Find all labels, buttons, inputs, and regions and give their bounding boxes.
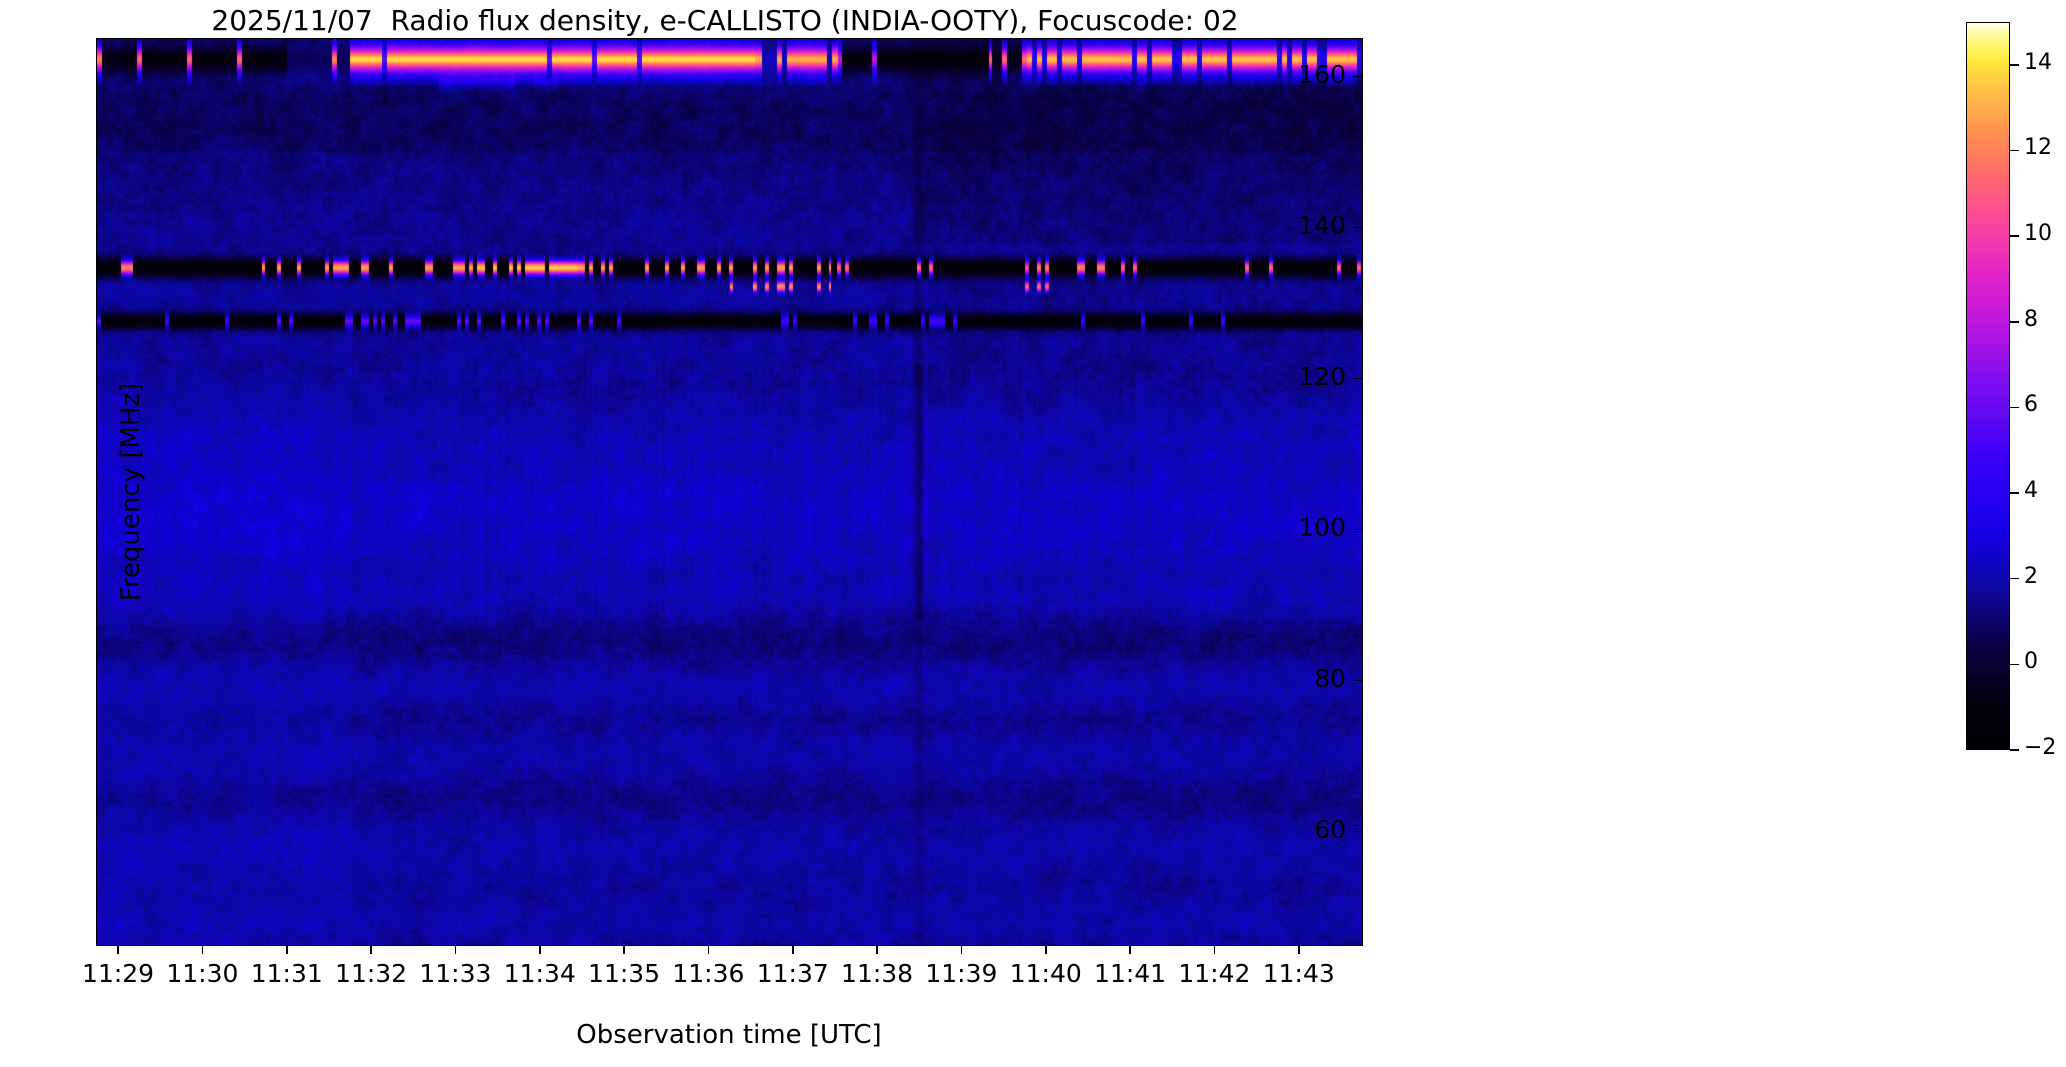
y-tick-mark [1353,830,1362,833]
y-tick-mark [1353,377,1362,380]
x-tick-label: 11:42 [1178,959,1251,988]
colorbar-tick-label: −2 [2024,735,2057,760]
y-tick-label: 60 [1314,814,1346,844]
colorbar-tick-label: 2 [2024,563,2038,589]
colorbar: 14 12 10 8 6 4 2 0 −2 [1966,22,2056,760]
x-tick-mark [707,945,710,954]
y-axis-label: Frequency [MHz] [116,382,146,602]
colorbar-tick-mark [2010,321,2019,323]
x-tick-label: 11:40 [1009,959,1082,988]
x-tick-mark [454,945,457,954]
x-tick-mark [117,945,119,954]
x-tick-mark [960,945,963,954]
y-tick-label: 100 [1298,512,1346,542]
colorbar-tick-mark [2010,663,2019,666]
colorbar-tick-mark [2010,492,2019,494]
colorbar-tick-mark [2010,149,2019,152]
y-tick-mark [1353,528,1362,531]
x-tick-label: 11:43 [1262,959,1335,988]
colorbar-tick-label: 10 [2024,221,2052,247]
x-tick-mark [623,945,625,954]
spectrogram-canvas [97,39,1362,945]
x-tick-label: 11:29 [82,959,155,988]
x-tick-mark [1298,945,1300,954]
x-tick-label: 11:39 [925,959,998,988]
colorbar-tick-label: 12 [2024,135,2052,161]
x-tick-label: 11:31 [250,959,323,988]
colorbar-tick-mark [2010,235,2019,237]
colorbar-tick-label: 8 [2024,306,2038,332]
colorbar-tick-label: 4 [2024,478,2038,504]
x-axis-label: Observation time [UTC] [576,1020,882,1050]
colorbar-tick-label: 0 [2024,649,2038,675]
x-tick-label: 11:33 [419,959,492,988]
spectrogram-plot-area: Frequency [MHz] 160 140 120 100 80 60 11:29 11… [82,38,1363,988]
x-tick-label: 11:41 [1094,959,1167,988]
colorbar-tick-mark [2010,406,2019,409]
x-tick-label: 11:38 [841,959,914,988]
y-tick-label: 140 [1298,210,1346,240]
colorbar-tick-mark [2010,64,2019,66]
x-tick-label: 11:34 [503,959,576,988]
y-tick-mark [1353,226,1362,229]
colorbar-tick-label: 6 [2024,392,2038,418]
x-tick-mark [1129,945,1131,954]
x-tick-label: 11:35 [588,959,661,988]
colorbar-tick-label: 14 [2024,49,2052,75]
x-tick-mark [792,945,794,954]
y-tick-label: 120 [1298,361,1346,391]
x-tick-mark [539,945,541,954]
x-tick-label: 11:30 [166,959,239,988]
x-tick-mark [876,945,878,954]
x-tick-label: 11:37 [756,959,829,988]
y-tick-mark [1353,75,1362,78]
y-tick-mark [1353,679,1362,682]
x-tick-label: 11:32 [335,959,408,988]
x-tick-mark [1045,945,1047,954]
x-tick-label: 11:36 [672,959,745,988]
colorbar-tick-mark [2010,577,2019,580]
colorbar-tick-mark [2010,749,2019,751]
x-tick-mark [370,945,372,954]
x-tick-mark [201,945,204,954]
x-tick-mark [1213,945,1216,954]
y-tick-label: 80 [1314,663,1346,693]
colorbar-gradient [1966,22,2010,750]
y-tick-label: 160 [1298,59,1346,89]
page-title: 2025/11/07 Radio flux density, e-CALLIST… [211,4,1239,37]
x-tick-mark [286,945,288,954]
